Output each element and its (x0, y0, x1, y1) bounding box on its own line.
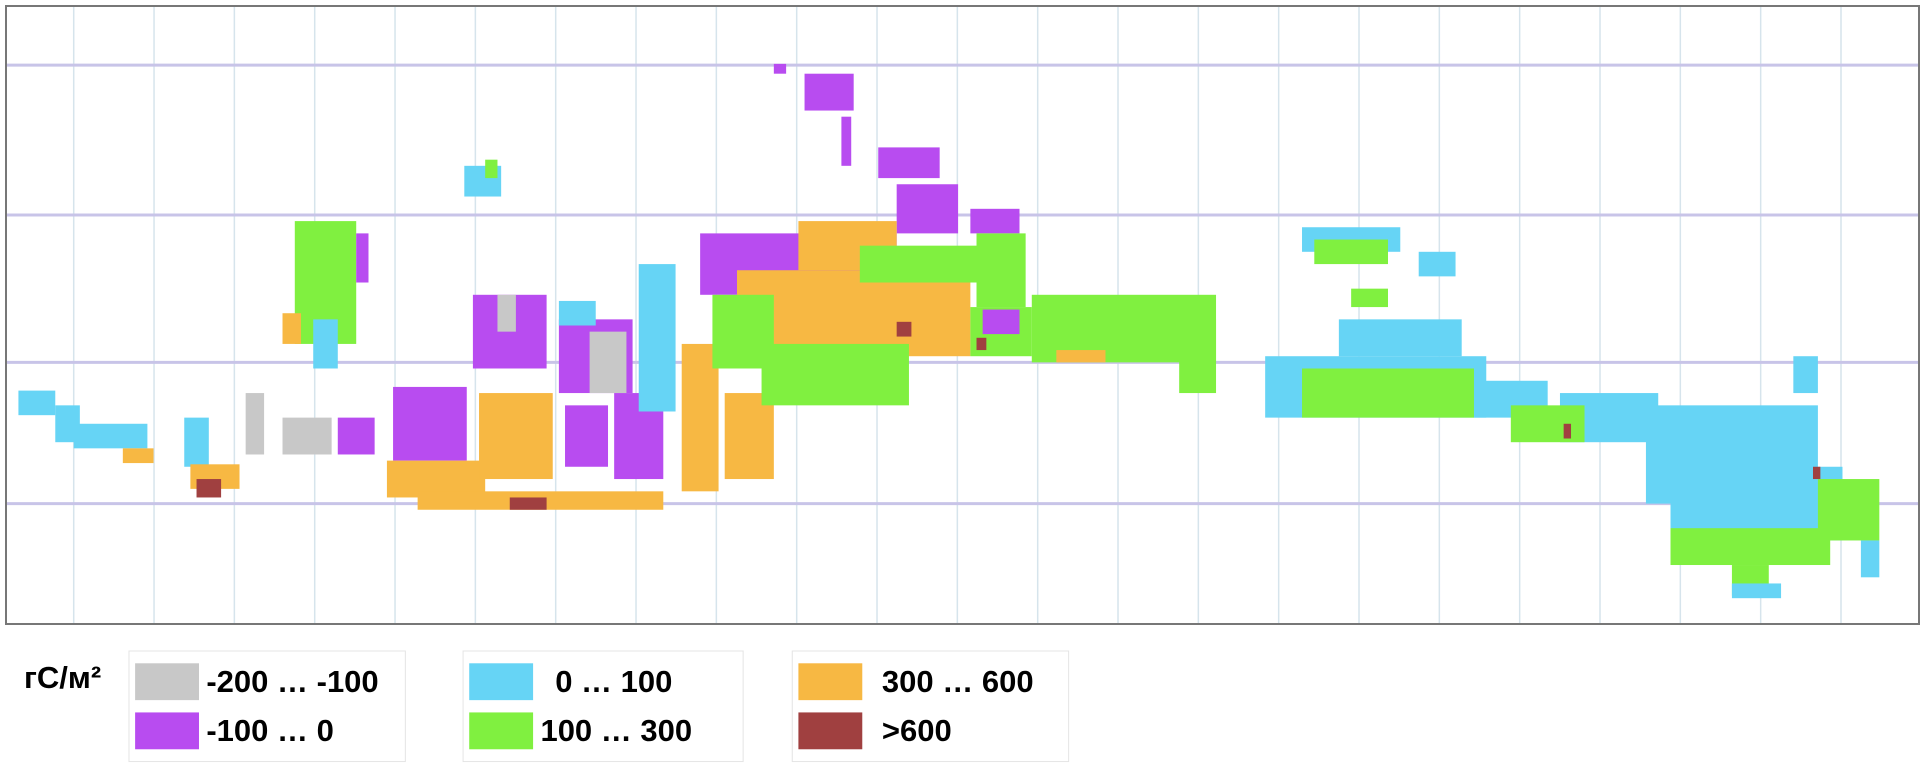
map-cell (1339, 319, 1462, 356)
legend-label: -100 … 0 (206, 713, 334, 748)
map-cell (1511, 405, 1585, 442)
map-cell (18, 391, 55, 416)
map-cell (559, 301, 596, 326)
map-cell (1564, 424, 1571, 439)
map-cell (970, 209, 1019, 234)
map-cell (565, 405, 608, 466)
map-cell (313, 319, 338, 368)
legend-label: 300 … 600 (882, 664, 1034, 699)
map-cell (74, 424, 148, 449)
map-cell (878, 147, 939, 178)
legend-unit: гС/м² (24, 660, 101, 695)
map-cell (485, 160, 497, 178)
map-cell (246, 393, 264, 454)
legend-swatch (798, 663, 862, 700)
map-cell (338, 418, 375, 455)
map-cell (762, 344, 909, 405)
legend-swatch (469, 663, 533, 700)
legend-label: >600 (882, 713, 952, 748)
map-cell (774, 64, 786, 74)
map-cell (983, 310, 1020, 335)
map-cell (1351, 289, 1388, 307)
map-cell (1419, 252, 1456, 277)
map-cell (393, 387, 467, 461)
map-cell (510, 497, 547, 509)
map-cell (283, 313, 301, 344)
map-cell (1818, 479, 1879, 540)
map-cell (805, 74, 854, 111)
map-cell (977, 233, 1026, 307)
map-cell (123, 448, 154, 463)
map-cell (356, 233, 368, 282)
map-cell (184, 418, 209, 467)
map-cell (479, 393, 553, 479)
map-cell (1056, 350, 1105, 362)
map-figure: гС/м² -200 … -100 -100 … 0 0 … 100 100 … 30… (0, 0, 1926, 763)
legend-swatch (135, 663, 199, 700)
map-cell (725, 393, 774, 479)
map-cell (1813, 467, 1820, 479)
map-cell (977, 338, 987, 350)
legend-swatch (469, 712, 533, 749)
legend-label: -200 … -100 (206, 664, 378, 699)
map-cell (1302, 368, 1474, 417)
map-cell (1179, 319, 1216, 393)
map-cell (197, 479, 222, 497)
map-cell (841, 117, 851, 166)
map-cell (639, 264, 676, 411)
map-cell (1671, 528, 1831, 565)
map-cell (860, 246, 983, 283)
map-cell (1314, 240, 1388, 265)
map-cell (1732, 583, 1781, 598)
legend-label: 0 … 100 (555, 664, 672, 699)
map-cell (897, 322, 912, 337)
map-cell (1793, 356, 1818, 393)
map-cell (1861, 540, 1879, 577)
legend-label: 100 … 300 (540, 713, 692, 748)
map-cell (283, 418, 332, 455)
legend-swatch (798, 712, 862, 749)
map-cell (590, 332, 627, 393)
map-cell (497, 295, 515, 332)
legend-swatch (135, 712, 199, 749)
map-cell (897, 184, 958, 233)
legend: гС/м² -200 … -100 -100 … 0 0 … 100 100 … 30… (24, 651, 1069, 762)
